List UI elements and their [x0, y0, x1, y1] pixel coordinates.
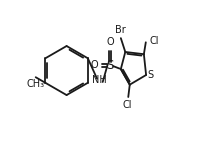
Text: Cl: Cl [123, 100, 132, 110]
Text: Cl: Cl [149, 36, 159, 46]
Text: NH: NH [92, 75, 107, 85]
Text: O: O [91, 60, 98, 70]
Text: CH₃: CH₃ [27, 79, 45, 89]
Text: O: O [106, 37, 114, 47]
Text: Br: Br [115, 25, 125, 35]
Text: S: S [107, 59, 114, 72]
Text: S: S [147, 70, 154, 80]
